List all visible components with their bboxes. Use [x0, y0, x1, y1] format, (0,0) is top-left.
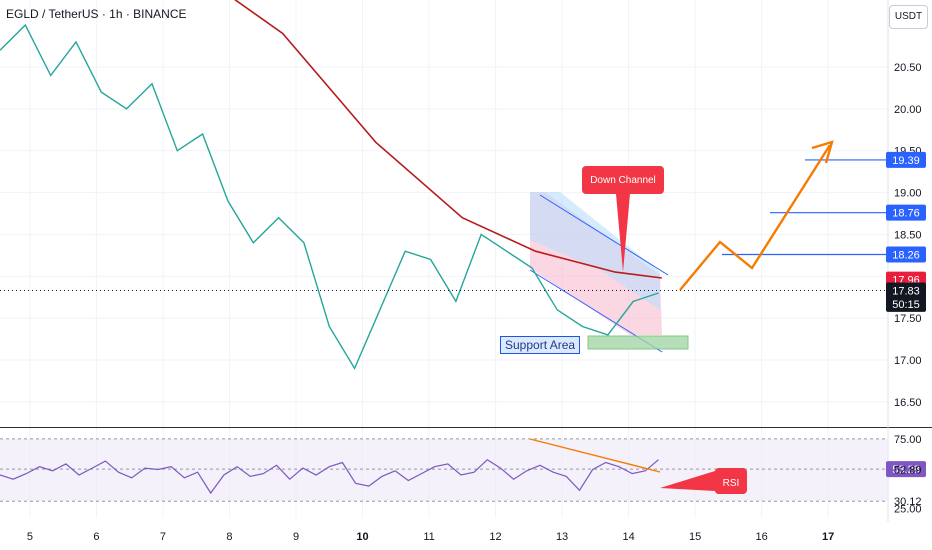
price-tag-0	[886, 151, 926, 168]
rsi-callout	[660, 467, 747, 495]
price-tag-2	[886, 246, 926, 263]
x-tick-label-10: 15	[689, 531, 701, 543]
rsi-value-tag	[886, 461, 926, 478]
down-channel-callout	[582, 166, 664, 272]
price-tag-5	[886, 295, 926, 312]
x-tick-label-2: 7	[160, 531, 166, 543]
support-area-label: Support Area	[500, 336, 581, 354]
channel-fill-blue	[530, 192, 660, 310]
y-tick-label-4: 18.50	[894, 229, 922, 241]
rsi-divergence-line	[529, 438, 661, 473]
x-tick-label-4: 9	[293, 531, 299, 543]
rsi-y-tick-label-4: 25.00	[894, 503, 922, 515]
chart-title: EGLD / TetherUS · 1h · BINANCE	[6, 7, 187, 21]
rsi-y-tick-label-0: 75.00	[894, 434, 922, 446]
unit-label[interactable]: USDT	[889, 5, 928, 29]
projection-arrowhead	[811, 140, 834, 164]
x-tick-label-3: 8	[226, 531, 232, 543]
x-tick-label-9: 14	[622, 531, 634, 543]
rsi-y-tick-label-1: 53.28	[892, 464, 920, 476]
rsi-callout-text: RSI	[723, 478, 740, 489]
x-tick-label-5: 10	[356, 531, 368, 543]
rsi-line	[0, 458, 659, 495]
rsi-y-tick-label-3: 30.12	[894, 496, 922, 508]
y-tick-label-2: 17.50	[894, 313, 922, 325]
x-tick-label-8: 13	[556, 531, 568, 543]
price-tag-1	[886, 204, 926, 221]
price-tag-label-2: 18.26	[892, 250, 920, 262]
projection-path	[679, 144, 832, 291]
price-tag-4	[886, 282, 926, 299]
price-series-line	[0, 23, 659, 370]
price-tag-label-4: 17.83	[892, 286, 920, 298]
price-tag-label-1: 18.76	[892, 208, 920, 220]
channel-upper-line	[539, 194, 669, 276]
rsi-y-tick-label-2: 52.89	[894, 465, 922, 477]
down-channel-text: Down Channel	[590, 175, 656, 186]
rsi-band	[0, 438, 888, 502]
price-tag-label-0: 19.39	[892, 155, 920, 167]
x-tick-label-6: 11	[423, 531, 434, 543]
y-tick-label-8: 20.50	[894, 62, 922, 74]
support-area-box	[587, 335, 689, 350]
y-tick-label-5: 19.00	[894, 188, 922, 200]
x-tick-label-1: 6	[93, 531, 99, 543]
y-tick-label-7: 20.00	[894, 104, 922, 116]
x-tick-label-0: 5	[27, 531, 33, 543]
y-tick-label-0: 16.50	[894, 397, 922, 409]
price-tag-label-5: 50:15	[892, 299, 920, 311]
x-tick-label-12: 17	[822, 531, 834, 543]
x-tick-label-7: 12	[489, 531, 501, 543]
y-tick-label-1: 17.00	[894, 355, 922, 367]
moving-average-line	[234, 0, 662, 279]
x-tick-label-11: 16	[755, 531, 767, 543]
